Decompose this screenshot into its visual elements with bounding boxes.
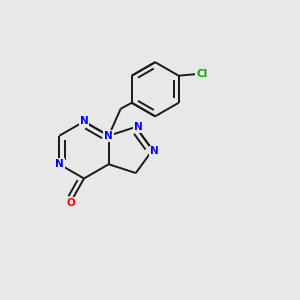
Text: N: N — [134, 122, 142, 132]
Text: O: O — [66, 197, 75, 208]
Text: Cl: Cl — [196, 69, 207, 79]
Text: N: N — [55, 159, 64, 169]
Text: N: N — [104, 131, 113, 141]
Text: N: N — [80, 116, 88, 127]
Text: N: N — [150, 146, 158, 157]
